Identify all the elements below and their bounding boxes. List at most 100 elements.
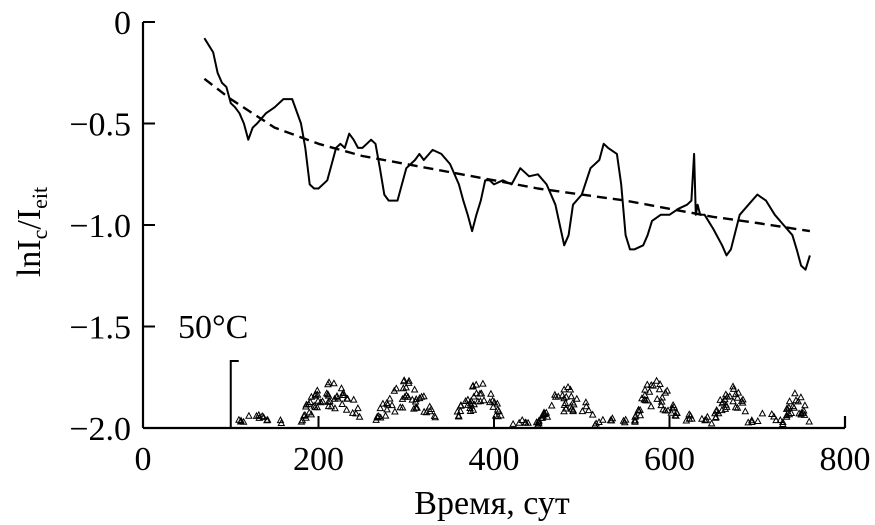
x-tick-label: 800	[820, 441, 871, 478]
temperature-point	[259, 413, 268, 421]
temperature-point	[721, 404, 730, 412]
temperature-point	[411, 397, 420, 405]
temperature-point	[466, 403, 474, 411]
temperature-point	[753, 416, 762, 424]
temperature-point	[469, 405, 478, 413]
temperature-point	[640, 395, 649, 403]
temperature-point	[718, 399, 726, 407]
temperature-point	[461, 396, 470, 404]
x-axis-title: Время, сут	[414, 485, 570, 522]
temperature-point	[426, 407, 434, 415]
temperature-point	[758, 409, 767, 417]
temperature-point	[701, 416, 709, 424]
temperature-point	[783, 404, 791, 412]
temperature-markers	[229, 360, 814, 428]
temperature-point	[657, 397, 666, 405]
temperature-point	[408, 395, 417, 403]
temperature-point	[337, 384, 346, 392]
temperature-point	[355, 412, 364, 420]
series-layer	[203, 37, 811, 271]
temperature-point	[454, 412, 463, 420]
temperature-point	[422, 408, 431, 416]
temperature-point	[554, 392, 563, 400]
temperature-point	[703, 412, 712, 420]
temperature-point	[325, 378, 333, 386]
temperature-point	[237, 416, 245, 424]
temperature-point	[327, 402, 336, 410]
temperature-point	[636, 411, 645, 419]
temperature-point	[560, 400, 569, 408]
temperature-point	[314, 396, 322, 404]
temperature-point	[641, 396, 650, 404]
temperature-point	[631, 411, 640, 419]
temperature-point	[382, 398, 391, 406]
temperature-point	[661, 406, 670, 414]
y-axis-title: lnIc/Ieit	[11, 187, 52, 277]
temperature-point	[263, 415, 272, 423]
temperature-point	[258, 412, 267, 420]
temperature-point	[480, 396, 488, 404]
temperature-point	[729, 384, 738, 392]
temperature-point	[578, 407, 587, 415]
temperature-point	[540, 408, 548, 416]
temperature-point	[534, 417, 543, 425]
temperature-point	[413, 403, 421, 411]
temperature-point	[410, 385, 419, 393]
temperature-point	[476, 389, 484, 397]
temperature-point	[324, 391, 333, 399]
y-tick-label: −1.0	[69, 208, 131, 245]
temperature-point	[491, 411, 500, 419]
temperature-point	[656, 379, 664, 387]
y-tick-label: −1.5	[69, 310, 131, 347]
temperature-point	[739, 395, 747, 403]
temperature-point	[658, 393, 667, 401]
temperature-point	[791, 389, 799, 397]
temperature-point	[588, 410, 597, 418]
temperature-point	[805, 417, 814, 425]
temperature-point	[276, 416, 285, 424]
temperature-point	[721, 390, 730, 398]
temperature-point	[729, 382, 737, 390]
temperature-point	[472, 380, 481, 388]
temperature-point	[729, 397, 737, 405]
temperature-point	[778, 417, 787, 425]
temperature-point	[400, 376, 409, 384]
temperature-point	[338, 399, 347, 407]
temperature-point	[584, 406, 593, 414]
axes: 0−0.5−1.0−1.5−2.00 200 400 600 800	[69, 5, 870, 478]
temperature-point	[412, 395, 421, 403]
y-axis-title-sub2: eit	[27, 187, 52, 209]
temperature-point	[657, 401, 666, 409]
temperature-point	[789, 402, 797, 410]
temperature-point	[608, 414, 617, 422]
temperature-point	[472, 389, 481, 397]
temperature-point	[799, 406, 808, 414]
temperature-point	[673, 408, 681, 416]
temperature-point	[509, 419, 517, 427]
temperature-point	[311, 403, 319, 411]
temperature-point	[653, 394, 662, 402]
temperature-point	[652, 376, 661, 384]
temperature-point	[748, 417, 756, 425]
temperature-point	[560, 394, 568, 402]
temperature-point	[277, 418, 286, 426]
temperature-point	[564, 382, 572, 390]
annotation-50c: 50°C	[178, 309, 248, 346]
temperature-marker	[229, 360, 239, 428]
temperature-point	[636, 405, 644, 413]
temperature-point	[326, 397, 334, 405]
temperature-point	[497, 411, 505, 419]
temperature-point	[489, 402, 498, 410]
temperature-point	[794, 397, 803, 405]
temperature-point	[733, 393, 742, 401]
temperature-point	[398, 403, 407, 411]
temperature-point	[655, 385, 664, 393]
temperature-point	[518, 415, 527, 423]
temperature-point	[686, 411, 695, 419]
temperature-point	[318, 397, 327, 405]
temperature-point	[569, 398, 577, 406]
temperature-point	[595, 417, 603, 425]
temperature-point	[606, 416, 615, 424]
y-axis-title-main: lnI	[11, 239, 48, 277]
temperature-point	[307, 410, 316, 418]
